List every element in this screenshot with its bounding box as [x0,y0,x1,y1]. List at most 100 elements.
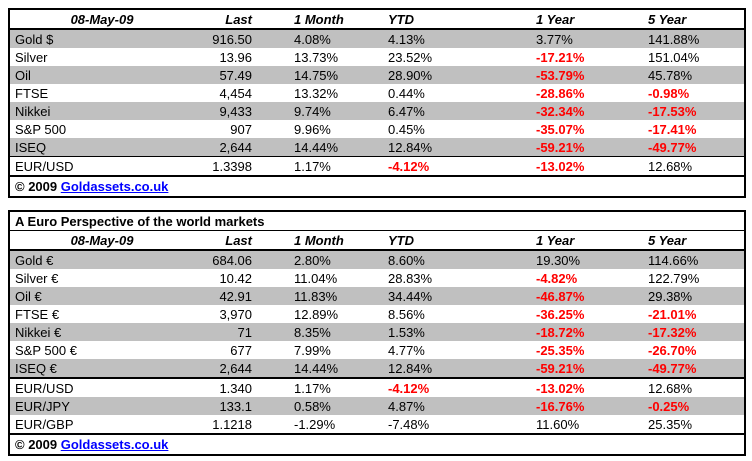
value-cell: -49.77% [647,359,746,378]
value-cell: 12.68% [647,377,746,397]
value-cell: 14.44% [256,359,387,378]
table-row: EUR/JPY 133.1 0.58% 4.87% -16.76% -0.25% [9,397,746,415]
euro-table-fx-section: EUR/USD 1.340 1.17% -4.12% -13.02% 12.68% EUR/… [9,377,746,434]
row-label: S&P 500 € [15,342,77,358]
value-cell: -21.01% [648,306,697,322]
value-cell: 151.04% [648,49,700,65]
value-cell: 8.60% [387,250,535,269]
value-cell: 25.35% [648,416,693,432]
row-label: Nikkei € [9,323,194,341]
row-label: Oil [9,66,194,84]
table-row: Gold $916.50 4.08% 4.13% 3.77% 141.88% [9,29,745,48]
value-cell: 13.73% [294,49,339,65]
value-cell: -26.70% [648,342,697,358]
value-cell: 1.1218 [212,416,252,432]
row-label: ISEQ [9,138,194,157]
value-cell: 907 [230,121,252,137]
value-cell: 57.49 [194,66,256,84]
value-cell: 4,454 [219,85,252,101]
table-row: FTSE 4,454 13.32% 0.44% -28.86% -0.98% [9,84,745,102]
column-header-last: Last [194,9,256,30]
value-cell: 12.89% [294,306,339,322]
value-cell: -0.25% [647,397,746,415]
value-cell: 122.79% [648,270,700,286]
value-cell: 0.45% [388,121,425,137]
column-header-1month: 1 Month [256,9,387,30]
column-header-5year: 5 Year [647,9,745,30]
value-cell: -35.07% [536,121,585,137]
value-cell: -53.79% [535,66,647,84]
goldassets-link[interactable]: Goldassets.co.uk [60,179,169,194]
value-cell: -13.02% [535,377,647,397]
table-row: Gold €684.06 2.80% 8.60% 19.30% 114.66% [9,250,746,269]
column-header-ytd: YTD [387,9,535,30]
row-label: ISEQ € [9,359,194,378]
value-cell: -17.53% [647,102,745,120]
euro-table-title-row: A Euro Perspective of the world markets [9,211,746,231]
value-cell: 11.04% [294,270,338,286]
value-cell: 19.30% [535,250,647,269]
column-header-1year: 1 Year [535,230,647,251]
row-label: FTSE € [15,306,60,322]
row-label: EUR/USD [9,156,194,176]
value-cell: 12.84% [387,359,535,378]
value-cell: -32.34% [535,102,647,120]
table-row: ISEQ €2,644 14.44% 12.84% -59.21% -49.77% [9,359,746,378]
market-table: 08-May-09 Last 1 Month YTD 1 Year 5 Year… [8,8,746,198]
value-cell: 4.13% [387,29,535,48]
column-header-last: Last [194,230,256,251]
row-label: Gold € [9,250,194,269]
table-row: S&P 500 € 677 7.99% 4.77% -25.35% -26.70% [9,341,745,359]
value-cell: 114.66% [647,250,746,269]
value-cell: 141.88% [647,29,745,48]
euro-table-header-row: 08-May-09 Last 1 Month YTD 1 Year 5 Year [9,230,746,251]
value-cell: -36.25% [536,306,585,322]
value-cell: 34.44% [387,287,535,305]
value-cell: -18.72% [535,323,647,341]
euro-table: A Euro Perspective of the world markets … [8,210,747,456]
copyright-text: © 2009 [15,179,58,194]
value-cell: 1.17% [256,156,387,176]
column-header-1year: 1 Year [535,9,647,30]
value-cell: 45.78% [647,66,745,84]
value-cell: 8.56% [388,306,425,322]
table-row: Oil 57.49 14.75% 28.90% -53.79% 45.78% [9,66,745,84]
column-header-1month: 1 Month [256,230,387,251]
value-cell: -1.29% [294,416,336,432]
value-cell: 6.47% [387,102,535,120]
value-cell: -4.12% [387,377,535,397]
table-row: EUR/USD 1.340 1.17% -4.12% -13.02% 12.68% [9,377,746,397]
value-cell: 1.3398 [194,156,256,176]
row-label: S&P 500 [15,121,67,137]
table-row: ISEQ 2,644 14.44% 12.84% -59.21% -49.77% [9,138,745,157]
value-cell: 0.58% [256,397,387,415]
table-row: Nikkei 9,433 9.74% 6.47% -32.34% -17.53% [9,102,745,120]
value-cell: 1.53% [387,323,535,341]
value-cell: 9.74% [256,102,387,120]
value-cell: 2,644 [194,138,256,157]
value-cell: -16.76% [535,397,647,415]
table-row: Silver € 10.42 11.04% 28.83% -4.82% 122.79% [9,269,745,287]
value-cell: -25.35% [536,342,585,358]
table-row: Oil €42.91 11.83% 34.44% -46.87% 29.38% [9,287,746,305]
footer-row: © 2009 Goldassets.co.uk [9,433,746,455]
row-label: EUR/JPY [9,397,194,415]
value-cell: 2.80% [256,250,387,269]
market-table-fx-section: EUR/USD 1.3398 1.17% -4.12% -13.02% 12.68% [9,156,745,176]
value-cell: -7.48% [388,416,430,432]
value-cell: -59.21% [535,359,647,378]
row-label: Gold $ [9,29,194,48]
row-label: Silver € [15,270,59,286]
value-cell: 28.90% [387,66,535,84]
row-label: Oil € [9,287,194,305]
value-cell: 677 [230,342,252,358]
value-cell: 71 [194,323,256,341]
value-cell: 42.91 [194,287,256,305]
goldassets-link[interactable]: Goldassets.co.uk [60,437,169,452]
value-cell: 1.17% [256,377,387,397]
value-cell: 1.340 [194,377,256,397]
value-cell: 14.44% [256,138,387,157]
value-cell: 11.83% [256,287,387,305]
copyright-text: © 2009 [15,437,58,452]
value-cell: 14.75% [256,66,387,84]
